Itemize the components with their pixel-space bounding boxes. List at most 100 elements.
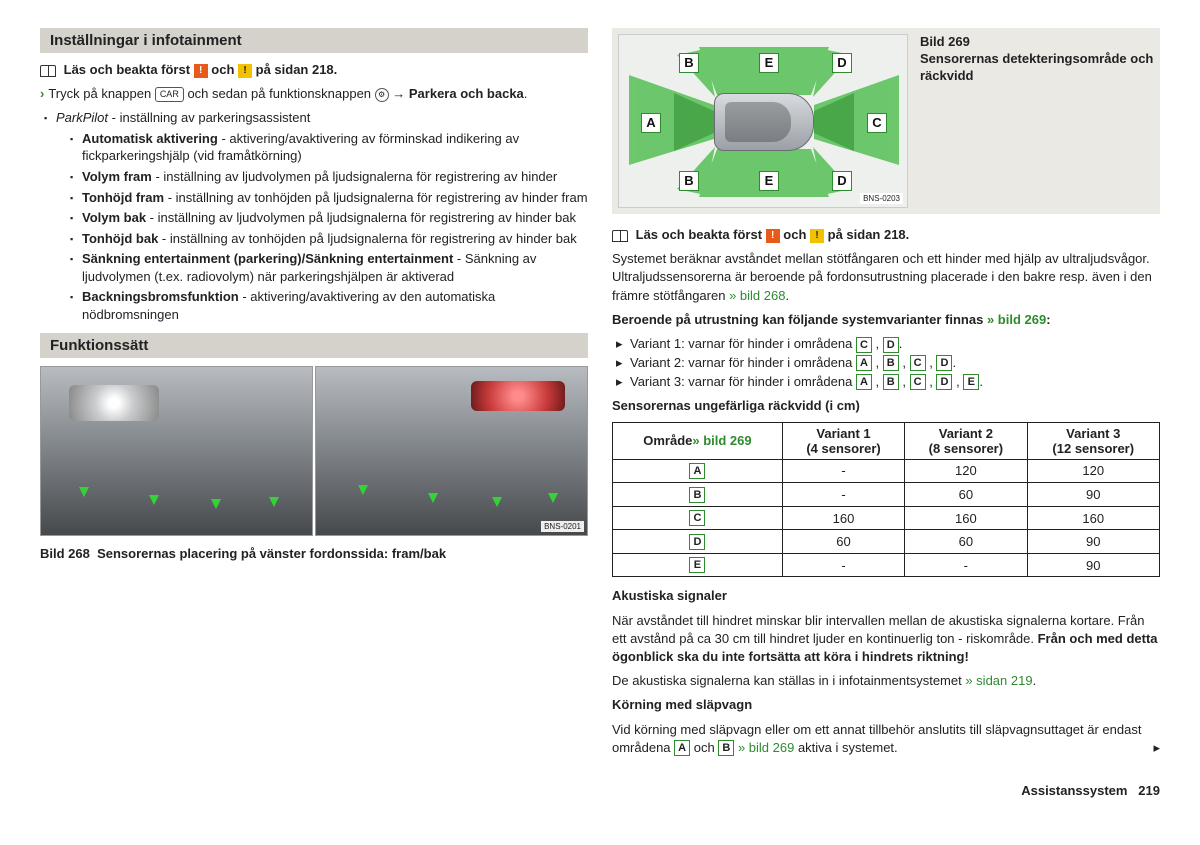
table-row: B-6090: [613, 483, 1160, 507]
range-table: Område» bild 269 Variant 1(4 sensorer) V…: [612, 422, 1160, 578]
sensor-diagram: B E D A C B E D BNS-0203: [618, 34, 908, 208]
table-header: Område» bild 269: [613, 422, 783, 459]
table-cell: 160: [1027, 506, 1159, 530]
zone-letter-box: E: [963, 374, 979, 390]
table-cell: -: [782, 459, 904, 483]
zone-label: D: [832, 53, 852, 73]
read-first-mid: och: [208, 62, 238, 77]
section-heading-function: Funktionssätt: [40, 333, 588, 358]
arrow-down-icon: [269, 497, 279, 507]
table-header: Variant 1(4 sensorer): [782, 422, 904, 459]
read-first-right: Läs och beakta först ! och ! på sidan 21…: [612, 226, 1160, 244]
diagram-caption: Bild 269 Sensorernas detekteringsområde …: [920, 34, 1154, 85]
sensor-diagram-block: B E D A C B E D BNS-0203 Bild 269 Sensor…: [612, 28, 1160, 214]
table-row: A-120120: [613, 459, 1160, 483]
continue-icon: ▸: [1153, 739, 1160, 757]
list-item: Volym bak - inställning av ljudvolymen p…: [70, 209, 588, 227]
zone-letter-box: C: [910, 355, 926, 371]
list-item: Variant 2: varnar för hinder i områdena …: [616, 354, 1160, 373]
zone-letter-box: D: [936, 374, 952, 390]
akustiska-heading: Akustiska signaler: [612, 587, 1160, 605]
table-cell: -: [782, 553, 904, 577]
zone-letter-box: B: [689, 487, 705, 503]
book-icon: [612, 230, 628, 242]
list-item: Backningsbromsfunktion - aktivering/avak…: [70, 288, 588, 323]
table-row: E--90: [613, 553, 1160, 577]
taillamp-shape: [471, 381, 565, 411]
list-item: Variant 1: varnar för hinder i områdena …: [616, 335, 1160, 354]
zone-label: D: [832, 171, 852, 191]
parkpilot-list: ParkPilot - inställning av parkeringsass…: [40, 109, 588, 323]
zone-letter-box: D: [689, 534, 705, 550]
page-footer: Assistanssystem 219: [0, 783, 1200, 816]
cross-ref-link[interactable]: » bild 268: [729, 288, 785, 303]
warning-badge-yellow-icon: !: [810, 229, 824, 243]
table-cell: 60: [782, 530, 904, 554]
variants-list: Variant 1: varnar för hinder i områdena …: [612, 335, 1160, 392]
zone-letter-box: D: [883, 337, 899, 353]
arrow-down-icon: [492, 497, 502, 507]
table-cell: 120: [905, 459, 1027, 483]
table-row: C160160160: [613, 506, 1160, 530]
warning-badge-yellow-icon: !: [238, 64, 252, 78]
zone-label: E: [759, 171, 779, 191]
cross-ref-link[interactable]: » bild 269: [987, 312, 1046, 327]
arrow-down-icon: [211, 499, 221, 509]
warning-badge-orange-icon: !: [194, 64, 208, 78]
zone-letter-box: A: [856, 374, 872, 390]
photo-caption: Bild 268 Sensorernas placering på vänste…: [40, 546, 588, 561]
cross-ref-link[interactable]: » sidan 219: [965, 673, 1032, 688]
photo-front: [40, 366, 313, 536]
zone-letter-box: B: [883, 374, 899, 390]
table-cell: 60: [905, 483, 1027, 507]
list-item: Volym fram - inställning av ljudvolymen …: [70, 168, 588, 186]
page: Inställningar i infotainment Läs och bea…: [0, 0, 1200, 783]
cross-ref-link[interactable]: » bild 269: [734, 740, 794, 755]
zone-letter-box: A: [674, 740, 690, 756]
list-item: Automatisk aktivering - aktivering/avakt…: [70, 130, 588, 165]
zone-letter-box: E: [689, 557, 705, 573]
image-code-label: BNS-0201: [541, 521, 584, 532]
car-button-icon: CAR: [155, 87, 184, 102]
zone-letter-box: D: [936, 355, 952, 371]
headlamp-shape: [69, 385, 159, 421]
warning-badge-orange-icon: !: [766, 229, 780, 243]
table-header: Variant 3(12 sensorer): [1027, 422, 1159, 459]
zone-letter-box: B: [718, 740, 734, 756]
list-item: Variant 3: varnar för hinder i områdena …: [616, 373, 1160, 392]
table-cell: 160: [782, 506, 904, 530]
table-cell: 90: [1027, 553, 1159, 577]
table-cell: 90: [1027, 530, 1159, 554]
arrow-down-icon: [149, 495, 159, 505]
cross-ref-link[interactable]: » bild 269: [692, 433, 751, 448]
table-cell: 120: [1027, 459, 1159, 483]
image-code-label: BNS-0203: [860, 193, 903, 204]
gear-icon: ⚙: [375, 88, 389, 102]
read-first-line: Läs och beakta först ! och ! på sidan 21…: [40, 61, 588, 79]
trailer-paragraph: Vid körning med släpvagn eller om ett an…: [612, 721, 1160, 757]
table-cell: 60: [905, 530, 1027, 554]
arrow-down-icon: [79, 487, 89, 497]
table-cell: -: [905, 553, 1027, 577]
photo-row: BNS-0201: [40, 366, 588, 536]
section-heading-infotainment: Inställningar i infotainment: [40, 28, 588, 53]
arrow-down-icon: [548, 493, 558, 503]
right-column: B E D A C B E D BNS-0203 Bild 269 Sensor…: [612, 28, 1160, 763]
zone-label: B: [679, 53, 699, 73]
table-header: Variant 2(8 sensorer): [905, 422, 1027, 459]
trailer-heading: Körning med släpvagn: [612, 696, 1160, 714]
arrow-down-icon: [358, 485, 368, 495]
list-item: ParkPilot - inställning av parkeringsass…: [44, 109, 588, 323]
list-item: Sänkning entertainment (parkering)/Sänkn…: [70, 250, 588, 285]
list-item: Tonhöjd bak - inställning av tonhöjden p…: [70, 230, 588, 248]
zone-letter-box: A: [856, 355, 872, 371]
zone-letter-box: C: [910, 374, 926, 390]
zone-label: A: [641, 113, 661, 133]
paragraph: Systemet beräknar avståndet mellan stötf…: [612, 250, 1160, 305]
variants-intro: Beroende på utrustning kan följande syst…: [612, 311, 1160, 329]
table-title: Sensorernas ungefärliga räckvidd (i cm): [612, 397, 1160, 415]
read-first-pre: Läs och beakta först: [64, 62, 194, 77]
table-cell: -: [782, 483, 904, 507]
list-item: Tonhöjd fram - inställning av tonhöjden …: [70, 189, 588, 207]
table-cell: 160: [905, 506, 1027, 530]
